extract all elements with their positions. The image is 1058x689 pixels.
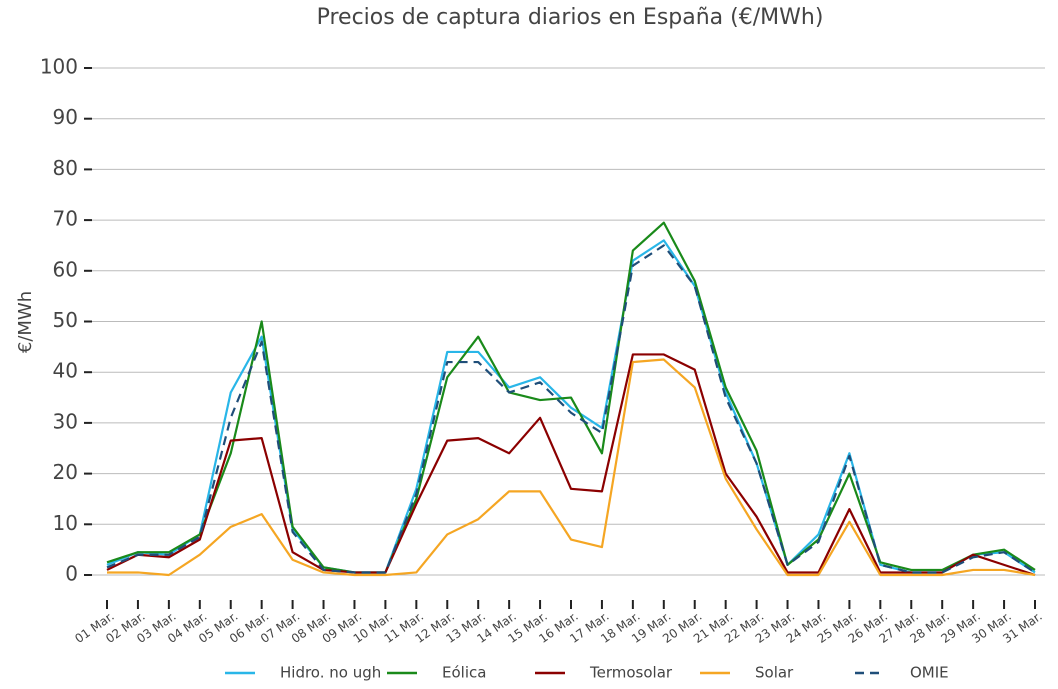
- y-tick-label: 70: [53, 207, 78, 231]
- y-tick-label: 90: [53, 105, 78, 129]
- legend-label: OMIE: [910, 664, 949, 682]
- y-tick-label: 10: [53, 511, 78, 535]
- y-tick-label: 0: [65, 562, 78, 586]
- y-tick-label: 30: [53, 409, 78, 433]
- y-tick-label: 100: [40, 55, 78, 79]
- series-line: [106, 244, 1036, 574]
- legend-label: Solar: [755, 664, 794, 682]
- y-axis-label: €/MWh: [15, 291, 36, 353]
- y-tick-label: 20: [53, 460, 78, 484]
- legend-label: Termosolar: [589, 664, 673, 682]
- series-line: [106, 353, 1036, 577]
- legend-label: Eólica: [442, 664, 486, 682]
- series-line: [107, 358, 1036, 577]
- legend-label: Hidro. no ugh: [280, 664, 381, 682]
- y-tick-label: 50: [53, 308, 78, 332]
- series-line: [106, 221, 1036, 574]
- series-line: [106, 239, 1036, 574]
- y-tick-label: 40: [53, 359, 78, 383]
- chart-title: Precios de captura diarios en España (€/…: [317, 5, 824, 30]
- y-tick-label: 80: [53, 156, 78, 180]
- y-tick-label: 60: [53, 257, 78, 281]
